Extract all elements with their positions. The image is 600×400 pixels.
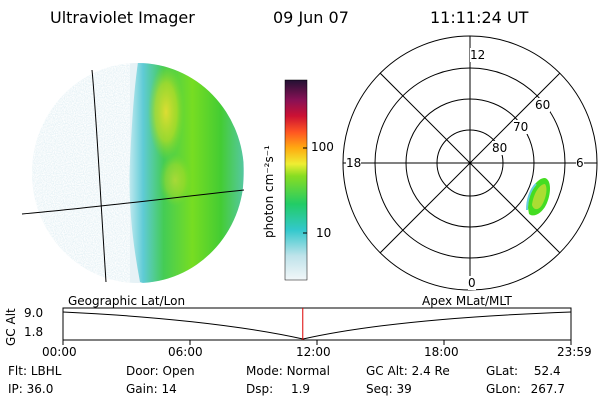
door-label: Door:: [126, 364, 159, 378]
mlt-label-6: 6: [576, 156, 584, 170]
filter-value: LBHL: [30, 364, 62, 378]
glon-info: GLon: 267.7: [486, 382, 565, 396]
gc-alt-value: 2.4 Re: [411, 364, 450, 378]
gain-value: 14: [161, 382, 177, 396]
observation-date: 09 Jun 07: [273, 8, 349, 27]
glat-value: 52.4: [533, 364, 561, 378]
mlt-label-0: 0: [468, 276, 476, 290]
mlat-label-70: 70: [513, 120, 529, 134]
disk-content: [32, 63, 244, 283]
mode-value: Normal: [286, 364, 330, 378]
seq-info: Seq: 39: [366, 382, 412, 396]
gc-alt-info: GC Alt: 2.4 Re: [366, 364, 450, 378]
gain-info: Gain: 14: [126, 382, 177, 396]
filter-label: Flt:: [8, 364, 27, 378]
timeline-y-tick-high: 9.0: [24, 306, 44, 320]
time-tick-1200: 12:00: [296, 345, 331, 359]
glon-label: GLon:: [486, 382, 521, 396]
mode-label: Mode:: [246, 364, 283, 378]
parallel-line: [21, 189, 245, 215]
mlt-label-12: 12: [470, 48, 486, 62]
timeline-y-tick-low: 1.8: [24, 325, 44, 339]
mlat-label-80: 80: [492, 141, 508, 155]
mlt-label-18: 18: [346, 156, 362, 170]
time-tick-0600: 06:00: [168, 345, 203, 359]
time-tick-0000: 00:00: [42, 345, 77, 359]
mlat-label-60: 60: [535, 98, 551, 112]
gc-alt-label: GC Alt:: [366, 364, 408, 378]
filter-info: Flt: LBHL: [8, 364, 61, 378]
timeline-right-title: Apex MLat/MLT: [422, 294, 512, 308]
ip-value: 36.0: [26, 382, 54, 396]
ip-info: IP: 36.0: [8, 382, 53, 396]
gain-label: Gain:: [126, 382, 158, 396]
altitude-curve: [62, 311, 572, 340]
glat-label: GLat:: [486, 364, 519, 378]
meridian-line: [91, 69, 107, 283]
glat-info: GLat: 52.4: [486, 364, 561, 378]
dsp-label: Dsp:: [246, 382, 274, 396]
time-tick-2359: 23:59: [557, 345, 592, 359]
dsp-value: 1.9: [290, 382, 311, 396]
polar-diagonal-2: [379, 72, 561, 254]
colorbar-tick-100: 100: [311, 140, 334, 154]
mode-info: Mode: Normal: [246, 364, 330, 378]
seq-value: 39: [396, 382, 412, 396]
time-tick-1800: 18:00: [424, 345, 459, 359]
door-value: Open: [162, 364, 195, 378]
door-info: Door: Open: [126, 364, 195, 378]
glon-value: 267.7: [530, 382, 565, 396]
polar-aurora-patch: [526, 178, 550, 216]
ip-label: IP:: [8, 382, 23, 396]
colorbar-tick-10: 10: [316, 226, 332, 240]
timeline-left-title: Geographic Lat/Lon: [68, 294, 186, 308]
timeline-frame: [62, 307, 572, 341]
observation-time: 11:11:24 UT: [430, 8, 529, 27]
color-bar: [284, 79, 308, 281]
dsp-info: Dsp: 1.9: [246, 382, 310, 396]
instrument-title: Ultraviolet Imager: [50, 8, 195, 27]
seq-label: Seq:: [366, 382, 393, 396]
